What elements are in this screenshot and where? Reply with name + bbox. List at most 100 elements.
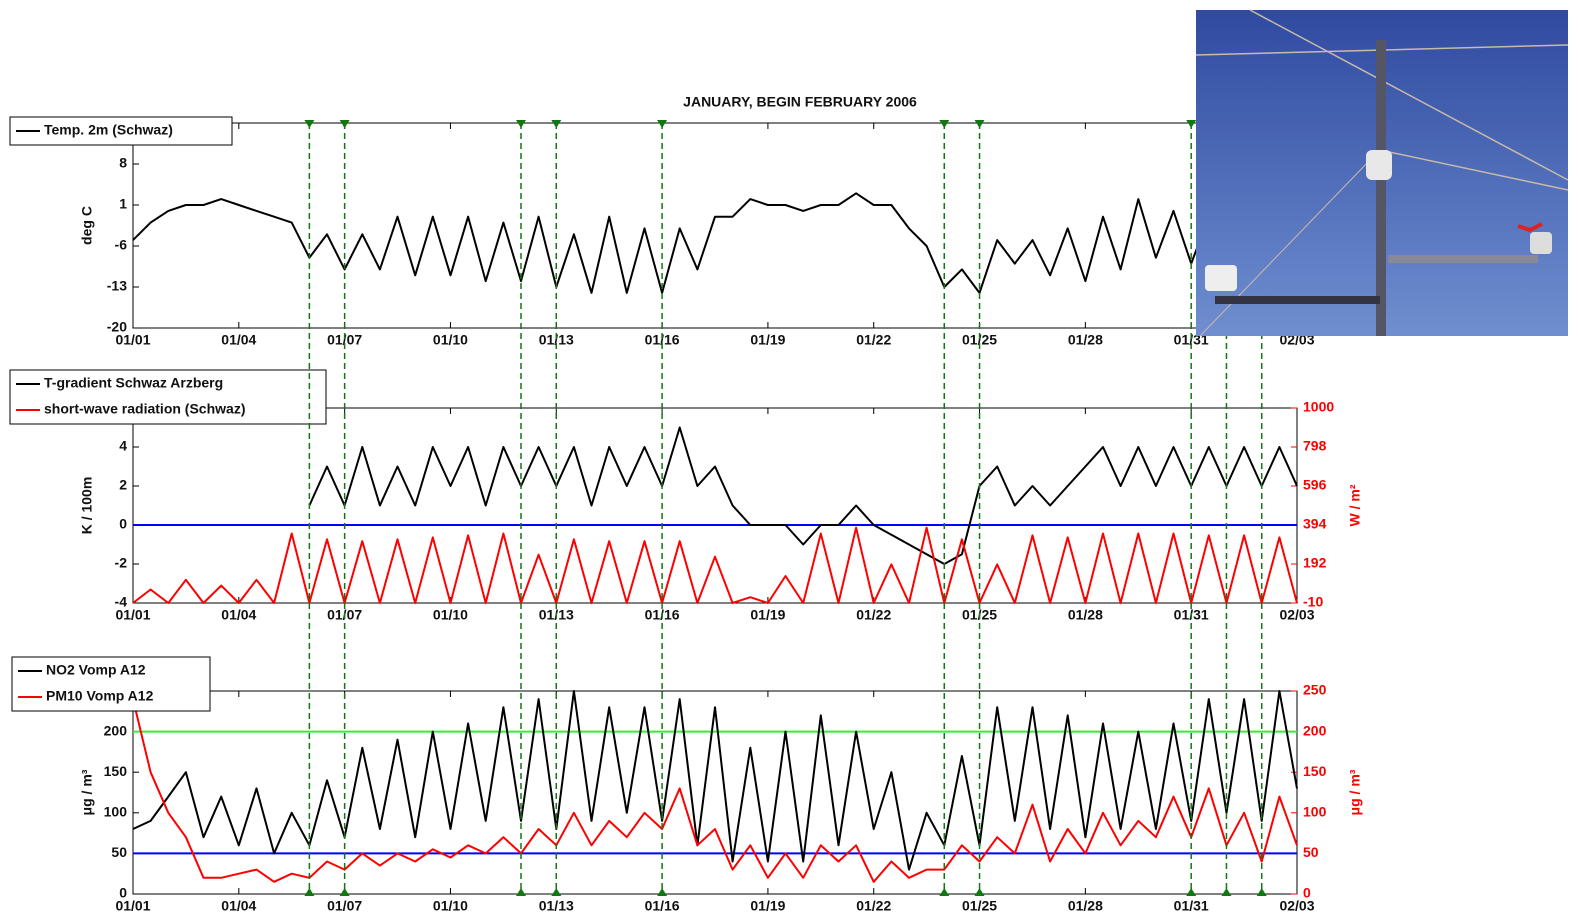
y2-axis-label: W / m² (1347, 484, 1363, 526)
event-marker (1221, 888, 1232, 896)
series-line (308, 426, 1298, 565)
x-tick-label: 01/13 (539, 898, 574, 914)
y-tick-label: -6 (115, 237, 128, 253)
y-tick-label: 200 (104, 722, 128, 738)
legend-label: NO2 Vomp A12 (46, 662, 146, 678)
legend-label: T-gradient Schwaz Arzberg (44, 375, 223, 391)
x-tick-label: 01/07 (327, 332, 362, 348)
x-tick-label: 01/10 (433, 898, 468, 914)
y-axis-label: K / 100m (79, 477, 95, 535)
photo-arm (1388, 255, 1538, 263)
y2-tick-label: 1000 (1303, 399, 1334, 415)
y-tick-label: -20 (107, 319, 127, 335)
x-tick-label: 01/01 (115, 898, 150, 914)
y2-tick-label: 150 (1303, 763, 1327, 779)
photo (1195, 9, 1569, 337)
legend-box (11, 656, 211, 712)
photo-wire (1379, 149, 1569, 191)
y-tick-label: 2 (119, 477, 127, 493)
x-tick-label: 01/16 (645, 332, 680, 348)
y-tick-label: 1 (119, 196, 127, 212)
y2-tick-label: 200 (1303, 722, 1327, 738)
y-tick-label: 4 (119, 438, 127, 454)
x-tick-label: 02/03 (1279, 898, 1314, 914)
y2-axis-label: μg / m³ (1347, 769, 1363, 815)
event-marker (1256, 888, 1267, 896)
photo-wire (1199, 159, 1371, 337)
y-tick-label: -2 (115, 555, 128, 571)
event-marker (657, 888, 668, 896)
x-tick-label: 01/28 (1068, 332, 1103, 348)
y-tick-label: 8 (119, 155, 127, 171)
x-tick-label: 01/19 (750, 898, 785, 914)
x-tick-label: 01/22 (856, 332, 891, 348)
plot-frame (132, 407, 1298, 604)
x-tick-label: 01/25 (962, 332, 997, 348)
event-marker (516, 120, 526, 128)
plot-frame (132, 122, 1298, 329)
photo-sensor (1530, 232, 1552, 254)
y2-tick-label: 798 (1303, 438, 1327, 454)
x-tick-label: 01/19 (750, 332, 785, 348)
x-tick-label: 01/13 (539, 332, 574, 348)
x-tick-label: 01/01 (115, 607, 150, 623)
x-tick-label: 01/16 (645, 898, 680, 914)
photo-sensor (1366, 150, 1392, 180)
y2-tick-label: 100 (1303, 804, 1327, 820)
plot-frame (132, 690, 1298, 895)
x-tick-label: 01/28 (1068, 607, 1103, 623)
event-marker (339, 888, 350, 896)
y2-tick-label: 394 (1303, 516, 1327, 532)
event-marker (304, 120, 315, 128)
y-tick-label: 0 (119, 516, 127, 532)
series-line (132, 192, 1298, 294)
x-tick-label: 01/31 (1174, 898, 1209, 914)
y2-tick-label: 192 (1303, 555, 1327, 571)
event-marker (1186, 888, 1197, 896)
x-tick-label: 02/03 (1279, 607, 1314, 623)
x-tick-label: 01/22 (856, 898, 891, 914)
y2-tick-label: 596 (1303, 477, 1327, 493)
event-marker (551, 120, 562, 128)
x-tick-label: 01/04 (221, 898, 256, 914)
photo-sensor (1205, 265, 1237, 291)
x-tick-label: 01/07 (327, 898, 362, 914)
x-tick-label: 01/19 (750, 607, 785, 623)
y-tick-label: 0 (119, 885, 127, 901)
y2-tick-label: 50 (1303, 844, 1319, 860)
photo-vane (1517, 222, 1543, 233)
legend-label: Temp. 2m (Schwaz) (44, 122, 173, 138)
event-marker (339, 120, 350, 128)
series-line (132, 698, 1298, 883)
y-axis-label: deg C (79, 206, 95, 245)
photo-mast (1376, 40, 1386, 336)
event-marker (939, 120, 950, 128)
y-tick-label: 50 (111, 844, 127, 860)
legend-label: short-wave radiation (Schwaz) (44, 401, 245, 417)
x-tick-label: 01/28 (1068, 898, 1103, 914)
event-marker (1186, 120, 1197, 128)
x-tick-label: 01/25 (962, 898, 997, 914)
chart-title: JANUARY, BEGIN FEBRUARY 2006 (683, 94, 917, 110)
y-tick-label: -13 (107, 278, 127, 294)
event-marker (974, 120, 985, 128)
y2-tick-label: 250 (1303, 682, 1327, 698)
x-tick-label: 01/04 (221, 332, 256, 348)
legend-box (9, 116, 233, 146)
event-marker (939, 888, 950, 896)
x-tick-label: 01/10 (433, 332, 468, 348)
event-marker (516, 888, 526, 896)
series-line (132, 690, 1298, 871)
x-tick-label: 01/01 (115, 332, 150, 348)
event-marker (304, 888, 315, 896)
legend-box (9, 369, 327, 425)
y2-tick-label: 0 (1303, 885, 1311, 901)
x-tick-label: 01/22 (856, 607, 891, 623)
x-tick-label: 01/10 (433, 607, 468, 623)
series-line (132, 526, 1298, 604)
y-tick-label: 100 (104, 804, 128, 820)
y-tick-label: -4 (115, 594, 128, 610)
event-marker (974, 888, 985, 896)
